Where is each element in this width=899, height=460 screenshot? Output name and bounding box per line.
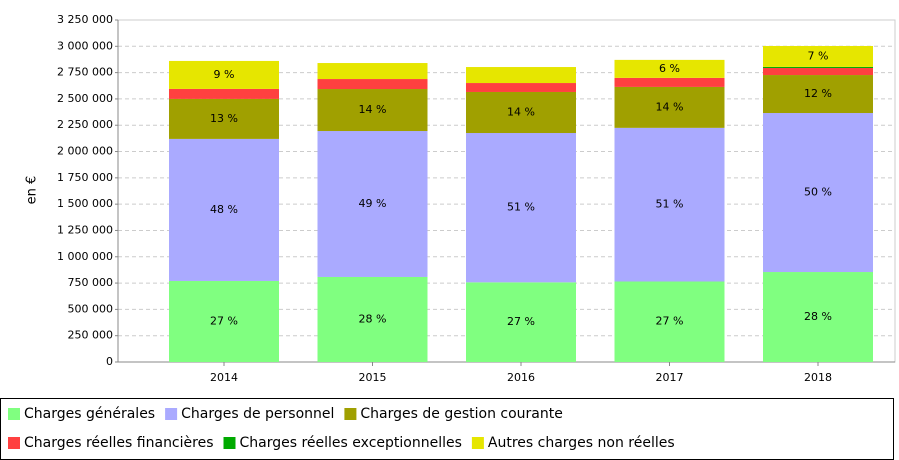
bar-segment [169, 138, 279, 281]
legend-label: Charges réelles financières [24, 435, 214, 451]
legend-swatch [165, 408, 178, 420]
data-label: 14 % [656, 100, 684, 113]
data-label: 9 % [214, 68, 235, 81]
bar-segment [466, 67, 576, 84]
bar-segment [763, 272, 873, 362]
bar-segment [169, 280, 279, 362]
y-axis-label: en € [25, 176, 40, 205]
y-tick-label: 2 000 000 [57, 145, 113, 158]
legend-label: Charges de personnel [181, 406, 334, 422]
bar-segment [763, 67, 873, 76]
legend-label: Autres charges non réelles [488, 435, 675, 451]
legend-swatch [223, 437, 236, 449]
bar-segment [466, 91, 576, 134]
y-tick-label: 250 000 [68, 329, 114, 342]
x-tick-label: 2016 [507, 371, 535, 384]
legend [0, 398, 894, 460]
y-tick-label: 2 500 000 [57, 92, 113, 105]
bar-segment [614, 281, 725, 362]
data-label: 48 % [210, 203, 238, 216]
x-tick-label: 2014 [210, 371, 238, 384]
bar-segment [763, 45, 873, 67]
legend-swatch [8, 408, 20, 420]
bar-segment [614, 86, 725, 128]
data-label: 14 % [359, 103, 387, 116]
data-label: 51 % [656, 198, 684, 211]
y-tick-label: 3 000 000 [57, 39, 113, 52]
bar-segment [317, 89, 428, 132]
y-tick-label: 3 250 000 [57, 13, 113, 26]
data-label: 27 % [656, 315, 684, 328]
legend-label: Charges de gestion courante [360, 406, 562, 422]
bar-segment [169, 98, 279, 139]
legend-swatch [8, 437, 20, 449]
bar-segment [317, 63, 428, 80]
y-tick-label: 750 000 [68, 276, 114, 289]
legend-label: Charges réelles exceptionnelles [240, 435, 462, 451]
bar-segment [317, 276, 428, 362]
bar-segment [466, 282, 576, 362]
bar-segment [317, 79, 428, 90]
y-tick-label: 1 250 000 [57, 223, 113, 236]
x-tick-label: 2017 [656, 371, 684, 384]
y-tick-label: 2 250 000 [57, 118, 113, 131]
y-tick-label: 1 500 000 [57, 197, 113, 210]
y-tick-label: 1 000 000 [57, 250, 113, 263]
data-label: 27 % [507, 315, 535, 328]
data-label: 12 % [804, 87, 832, 100]
bar-segment [466, 133, 576, 283]
x-tick-label: 2015 [359, 371, 387, 384]
data-label: 13 % [210, 112, 238, 125]
legend-swatch [471, 437, 484, 449]
bar-segment [317, 131, 428, 277]
data-label: 51 % [507, 201, 535, 214]
y-tick-label: 1 750 000 [57, 171, 113, 184]
bar-segment [466, 83, 576, 92]
bar-segment [614, 127, 725, 282]
data-label: 27 % [210, 314, 238, 327]
data-label: 7 % [808, 49, 829, 62]
bar-segment [763, 75, 873, 114]
y-tick-label: 500 000 [68, 302, 114, 315]
bar-segment [614, 59, 725, 78]
data-label: 28 % [804, 310, 832, 323]
x-tick-label: 2018 [804, 371, 832, 384]
bar-segment [763, 66, 873, 68]
data-label: 14 % [507, 105, 535, 118]
y-tick-label: 2 750 000 [57, 66, 113, 79]
bar-segment [169, 60, 279, 89]
data-label: 50 % [804, 186, 832, 199]
legend-swatch [344, 408, 357, 420]
bar-segment [169, 88, 279, 99]
bar-segment [763, 113, 873, 273]
data-label: 49 % [359, 197, 387, 210]
data-label: 6 % [659, 62, 680, 75]
y-tick-label: 0 [106, 355, 113, 368]
data-label: 28 % [359, 312, 387, 325]
bar-segment [614, 77, 725, 87]
legend-label: Charges générales [24, 406, 155, 422]
